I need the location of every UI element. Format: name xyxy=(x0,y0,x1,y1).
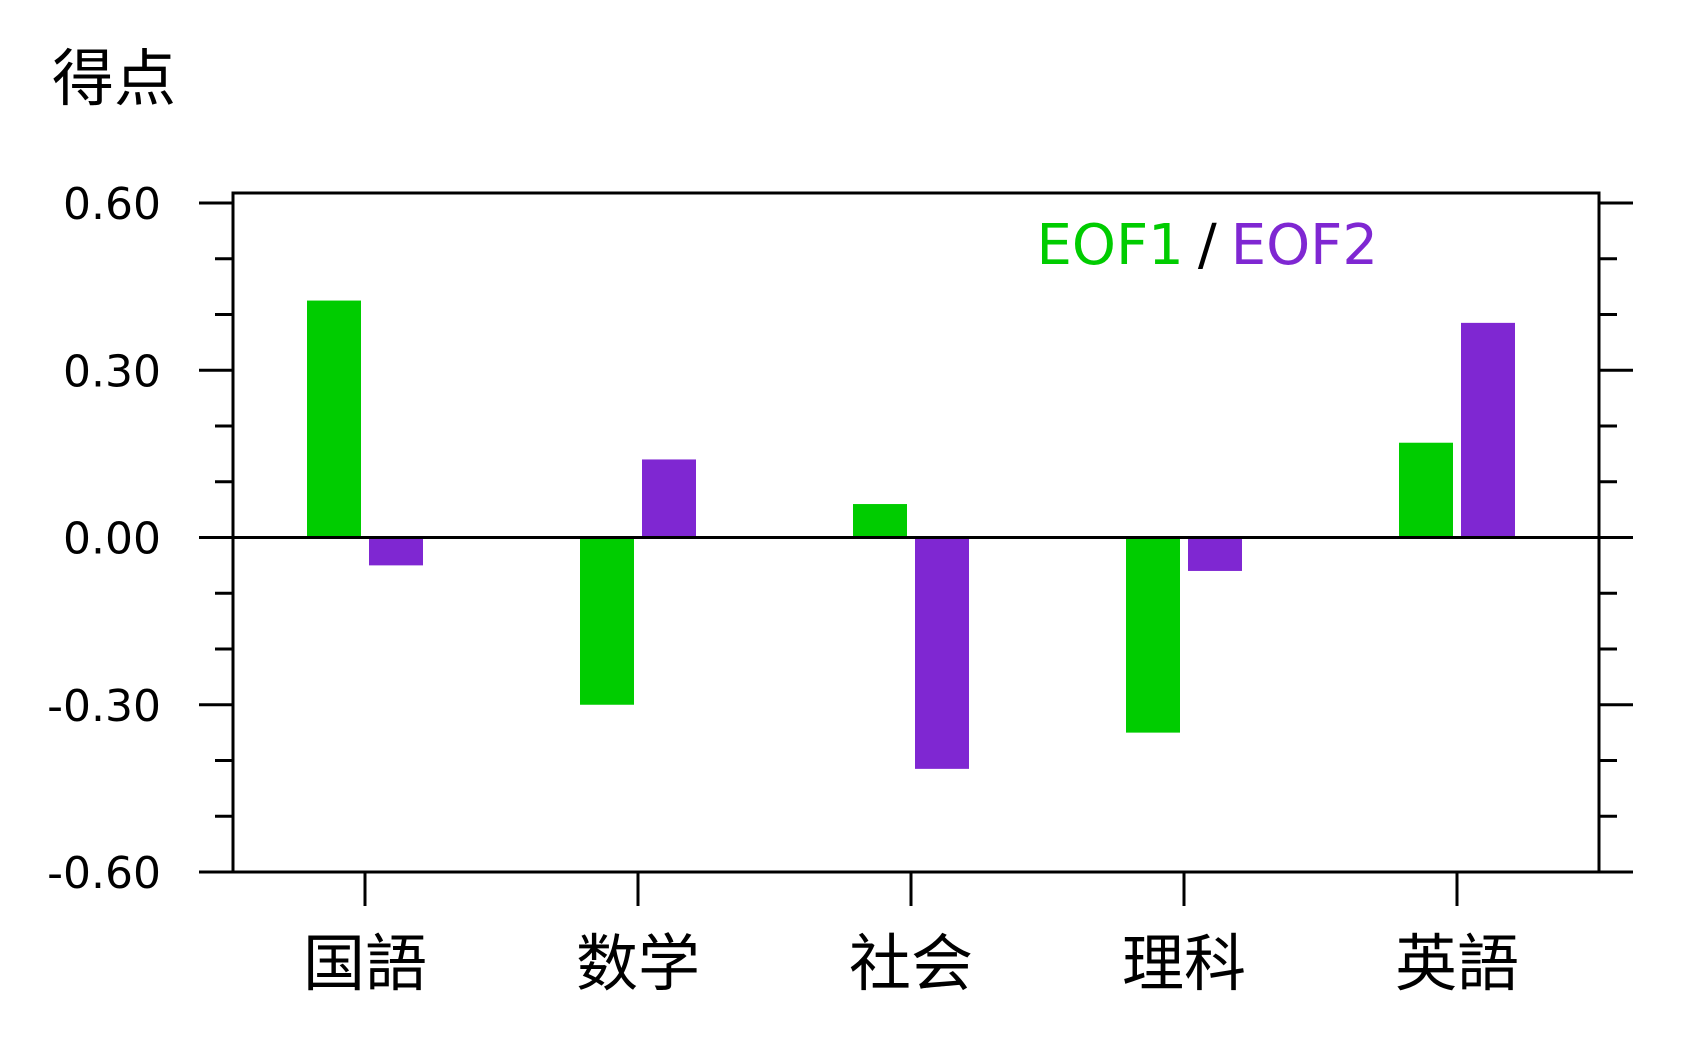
x-category-label: 社会 xyxy=(849,927,973,1000)
x-ticks: 国語 数学 社会 理科 英語 xyxy=(303,872,1519,1000)
x-category-label: 理科 xyxy=(1122,927,1246,1000)
x-category-label: 国語 xyxy=(303,927,427,1000)
plot-frame xyxy=(231,191,1601,874)
y-axis-label: 得点 xyxy=(52,42,176,115)
legend-separator: / xyxy=(1198,213,1217,278)
y-tick-label: -0.30 xyxy=(47,681,161,732)
bar-eof2 xyxy=(915,537,969,769)
x-category-label: 英語 xyxy=(1395,927,1519,1000)
bar-eof1 xyxy=(307,300,361,538)
y-ticks: 0.60 0.30 0.00 -0.30 -0.60 xyxy=(47,179,1633,899)
legend-eof2: EOF2 xyxy=(1231,213,1378,278)
bar-eof1 xyxy=(1126,537,1180,733)
bar-eof2 xyxy=(1188,537,1242,571)
bars xyxy=(307,300,1515,769)
y-tick-label: -0.60 xyxy=(47,848,161,899)
legend-eof1: EOF1 xyxy=(1037,213,1184,278)
bar-eof1 xyxy=(580,537,634,705)
bar-eof1 xyxy=(853,504,907,538)
y-tick-label: 0.00 xyxy=(63,514,161,565)
bar-eof2 xyxy=(642,459,696,538)
legend: EOF1/EOF2 xyxy=(1037,213,1379,278)
y-tick-label: 0.60 xyxy=(63,179,161,230)
bar-eof1 xyxy=(1399,442,1453,538)
y-tick-label: 0.30 xyxy=(63,346,161,397)
bar-eof2 xyxy=(1461,322,1515,538)
bar-eof2 xyxy=(369,537,423,566)
x-category-label: 数学 xyxy=(576,927,700,1000)
